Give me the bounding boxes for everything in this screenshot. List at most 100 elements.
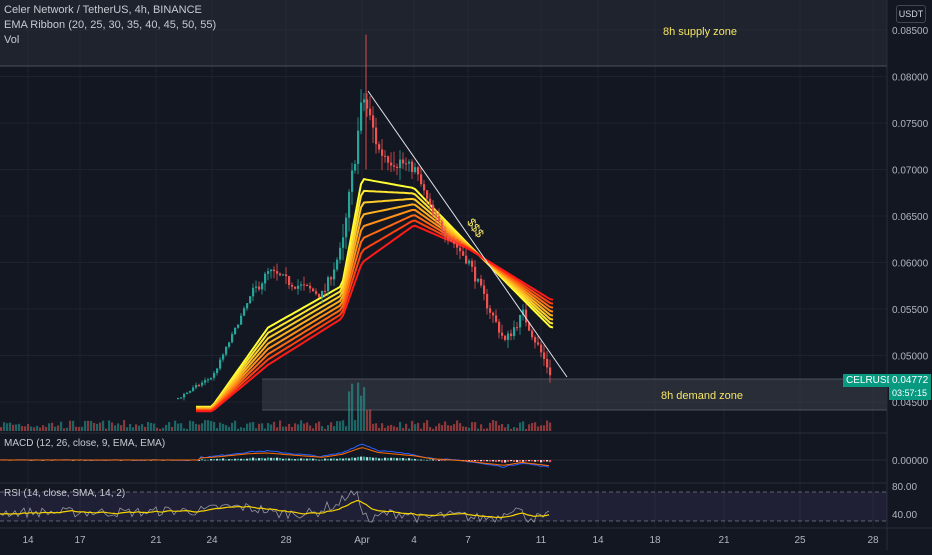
candle-body — [213, 373, 216, 378]
volume-bar — [237, 428, 240, 431]
rsi-axis-tick-80: 80.00 — [892, 482, 917, 493]
volume-bar — [162, 427, 165, 431]
volume-bar — [45, 426, 48, 431]
volume-bar — [84, 420, 87, 431]
candle-body — [300, 284, 303, 286]
candle-body — [411, 161, 414, 172]
volume-bar — [27, 423, 30, 431]
candle-body — [303, 284, 306, 286]
volume-bar — [432, 428, 435, 431]
macd-histogram-bar — [273, 457, 276, 461]
volume-bar — [465, 426, 468, 431]
volume-bar — [417, 422, 420, 431]
volume-bar — [390, 424, 393, 431]
volume-bar — [321, 426, 324, 431]
ema-ribbon-legend[interactable]: EMA Ribbon (20, 25, 30, 35, 40, 45, 50, … — [4, 19, 217, 31]
time-axis[interactable]: 14 17 21 24 28 Apr 4 7 11 14 18 21 25 28 — [22, 535, 879, 546]
volume-bar — [516, 427, 519, 431]
macd-histogram-bar — [222, 458, 225, 461]
macd-histogram-bar — [366, 457, 369, 461]
candle-body — [540, 344, 543, 353]
macd-histogram-bar — [318, 459, 321, 461]
macd-histogram-bar — [291, 458, 294, 461]
macd-legend[interactable]: MACD (12, 26, close, 9, EMA, EMA) — [4, 438, 166, 449]
volume-bar — [264, 428, 267, 431]
volume-bar — [63, 428, 66, 431]
macd-histogram-bar — [324, 458, 327, 461]
volume-bar — [459, 423, 462, 431]
time-tick: 25 — [794, 535, 806, 546]
volume-legend[interactable]: Vol — [4, 34, 20, 46]
macd-histogram-bar — [423, 459, 426, 461]
rsi-legend[interactable]: RSI (14, close, SMA, 14, 2) — [4, 488, 126, 499]
candle-body — [195, 385, 198, 388]
macd-histogram-bar — [312, 458, 315, 461]
candles — [177, 34, 552, 401]
candle-body — [426, 190, 429, 199]
macd-histogram-bar — [495, 460, 498, 462]
price-axis[interactable]: 0.08500 0.08000 0.07500 0.07000 0.06500 0.060… — [892, 26, 929, 409]
volume-bar — [507, 424, 510, 431]
volume-bar — [228, 426, 231, 431]
volume-bar — [18, 423, 21, 431]
candle-body — [306, 284, 309, 286]
macd-histogram-bar — [351, 457, 354, 461]
volume-bar — [291, 426, 294, 431]
volume-bar — [453, 424, 456, 431]
volume-bar — [6, 423, 9, 431]
volume-bar — [216, 428, 219, 431]
volume-bar — [24, 426, 27, 431]
ema-line-35 — [196, 203, 554, 410]
demand-zone-label: 8h demand zone — [661, 390, 743, 402]
volume-bar — [180, 423, 183, 431]
candle-body — [279, 273, 282, 276]
time-tick: 17 — [74, 535, 86, 546]
macd-histogram-bar — [432, 459, 435, 461]
candle-body — [333, 269, 336, 280]
candle-body — [435, 214, 438, 217]
volume-bar — [462, 426, 465, 431]
candle-body — [198, 385, 201, 387]
candle-body — [405, 163, 408, 165]
candle-body — [387, 156, 390, 163]
volume-bar — [423, 422, 426, 431]
ema-line-55 — [196, 224, 554, 413]
volume-bar — [534, 422, 537, 431]
candle-body — [423, 184, 426, 191]
candle-body — [294, 286, 297, 289]
macd-histogram-bar — [348, 458, 351, 461]
volume-bar — [306, 422, 309, 431]
macd-histogram-bar — [531, 460, 534, 462]
currency-button[interactable]: USDT — [896, 5, 926, 23]
candle-body — [480, 278, 483, 286]
macd-histogram-bar — [234, 458, 237, 461]
rsi-panel — [0, 490, 550, 524]
candle-body — [429, 198, 432, 205]
candle-body — [348, 191, 351, 218]
volume-bar — [342, 420, 345, 431]
candle-body — [417, 167, 420, 175]
volume-bar — [246, 423, 249, 431]
volume-bar — [504, 427, 507, 431]
volume-bar — [219, 422, 222, 431]
volume-bar — [81, 426, 84, 431]
volume-bar — [402, 427, 405, 431]
macd-histogram-bar — [303, 458, 306, 461]
volume-bar — [87, 420, 90, 431]
macd-histogram-bar — [543, 460, 546, 462]
trendline[interactable] — [367, 90, 568, 378]
volume-bar — [282, 426, 285, 431]
volume-bar — [339, 421, 342, 431]
macd-histogram-bar — [426, 459, 429, 461]
macd-histogram-bar — [411, 458, 414, 461]
volume-bar — [294, 423, 297, 431]
volume-bar — [36, 425, 39, 431]
candle-body — [330, 277, 333, 280]
volume-bar — [426, 420, 429, 431]
volume-bar — [429, 427, 432, 431]
macd-histogram-bar — [540, 460, 543, 463]
candle-body — [549, 367, 552, 376]
candle-body — [444, 230, 447, 237]
